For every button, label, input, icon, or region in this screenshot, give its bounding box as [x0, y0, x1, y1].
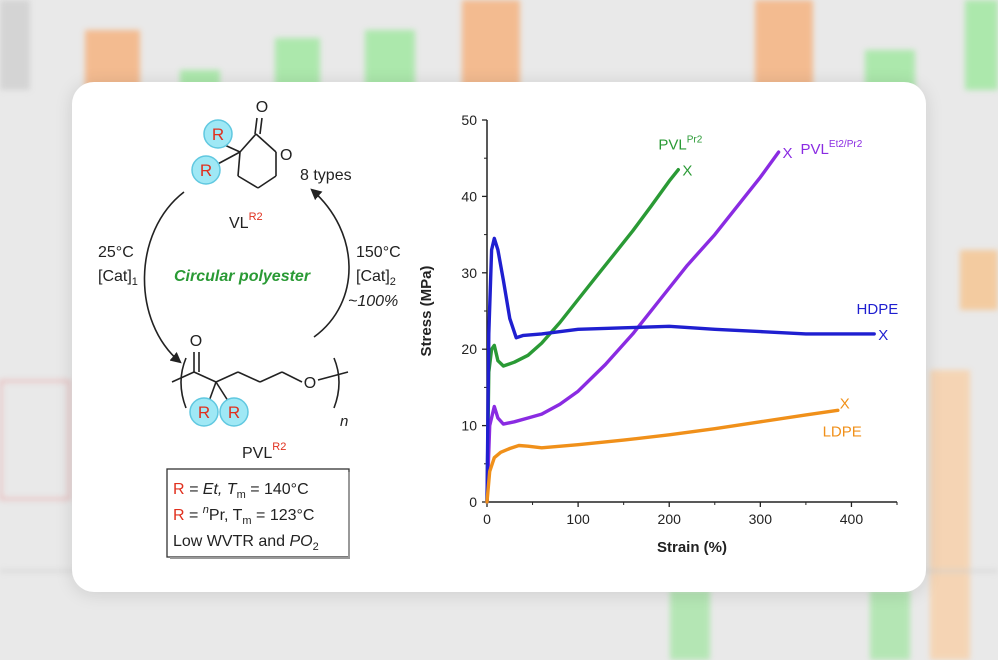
- polymer-carbonyl-oxygen: O: [190, 333, 202, 350]
- series-label: LDPE: [823, 423, 862, 440]
- depolymerization-arrow: [310, 188, 350, 338]
- series-label: HDPE: [857, 301, 899, 318]
- series-line-pvl-pr2: [485, 167, 680, 504]
- property-line-1: R = Et, Tm = 140°C: [173, 481, 309, 501]
- y-tick-label: 40: [461, 188, 477, 204]
- properties-box: [166, 468, 350, 558]
- property-line-2: R = nPr, Tm = 123°C: [173, 504, 314, 527]
- reverse-yield: ~100%: [348, 293, 398, 310]
- scheme-title: Circular polyester: [174, 268, 311, 285]
- reaction-scheme: O O R R 8 types VLR2 25°C [Cat]1 150°C […: [98, 99, 401, 559]
- x-tick-label: 300: [749, 511, 773, 527]
- y-tick-label: 10: [461, 418, 477, 434]
- property-line-3: Low WVTR and PO2: [173, 533, 319, 553]
- series-line-hdpe: [485, 236, 876, 504]
- break-point-mark: X: [682, 163, 692, 180]
- series-label: PVLEt2/Pr2: [801, 139, 863, 158]
- figure-card: O O R R 8 types VLR2 25°C [Cat]1 150°C […: [72, 82, 926, 592]
- break-point-mark: X: [878, 327, 888, 344]
- break-point-mark: X: [840, 395, 850, 412]
- polymerization-arrow: [143, 191, 185, 364]
- x-tick-label: 0: [483, 511, 491, 527]
- forward-temperature: 25°C: [98, 244, 134, 261]
- monomer-label: VLR2: [229, 211, 263, 232]
- repeat-subscript: n: [340, 413, 348, 430]
- stress-strain-chart: 0 100 200 300 400 0 10 20 30 40 50 X PVLPr2 X PVLEt2/…: [418, 112, 898, 556]
- data-series: X PVLPr2 X PVLEt2/Pr2 X HDPE X LDPE: [485, 135, 899, 504]
- series-line-ldpe: [485, 408, 840, 504]
- reverse-catalyst: [Cat]2: [356, 268, 396, 288]
- polymer-ester-oxygen: O: [304, 375, 316, 392]
- x-tick-label: 100: [566, 511, 590, 527]
- ring-oxygen-label: O: [280, 147, 292, 164]
- r-group-label: R: [198, 403, 210, 422]
- reverse-temperature: 150°C: [356, 244, 401, 261]
- figure-svg: O O R R 8 types VLR2 25°C [Cat]1 150°C […: [98, 99, 898, 559]
- r-group-label: R: [212, 125, 224, 144]
- x-tick-label: 400: [840, 511, 864, 527]
- r-group-circle: [203, 119, 233, 149]
- y-tick-label: 0: [469, 494, 477, 510]
- r-group-circle: [191, 155, 221, 185]
- series-line-pvl-et2-pr2: [485, 150, 781, 504]
- types-label: 8 types: [300, 167, 352, 184]
- r-group-label: R: [228, 403, 240, 422]
- polymer-label: PVLR2: [242, 441, 286, 462]
- carbonyl-oxygen-label: O: [256, 99, 268, 116]
- y-tick-label: 20: [461, 341, 477, 357]
- series-label: PVLPr2: [658, 135, 702, 154]
- forward-catalyst: [Cat]1: [98, 268, 138, 288]
- y-axis-title: Stress (MPa): [418, 266, 435, 357]
- r-group-label: R: [200, 161, 212, 180]
- y-tick-label: 50: [461, 112, 477, 128]
- axis-ticks: 0 100 200 300 400 0 10 20 30 40 50: [461, 112, 898, 527]
- break-point-mark: X: [783, 145, 793, 162]
- r-group-circle: [219, 397, 249, 427]
- x-axis-title: Strain (%): [657, 539, 727, 556]
- x-tick-label: 200: [658, 511, 682, 527]
- y-tick-label: 30: [461, 265, 477, 281]
- r-group-circle: [189, 397, 219, 427]
